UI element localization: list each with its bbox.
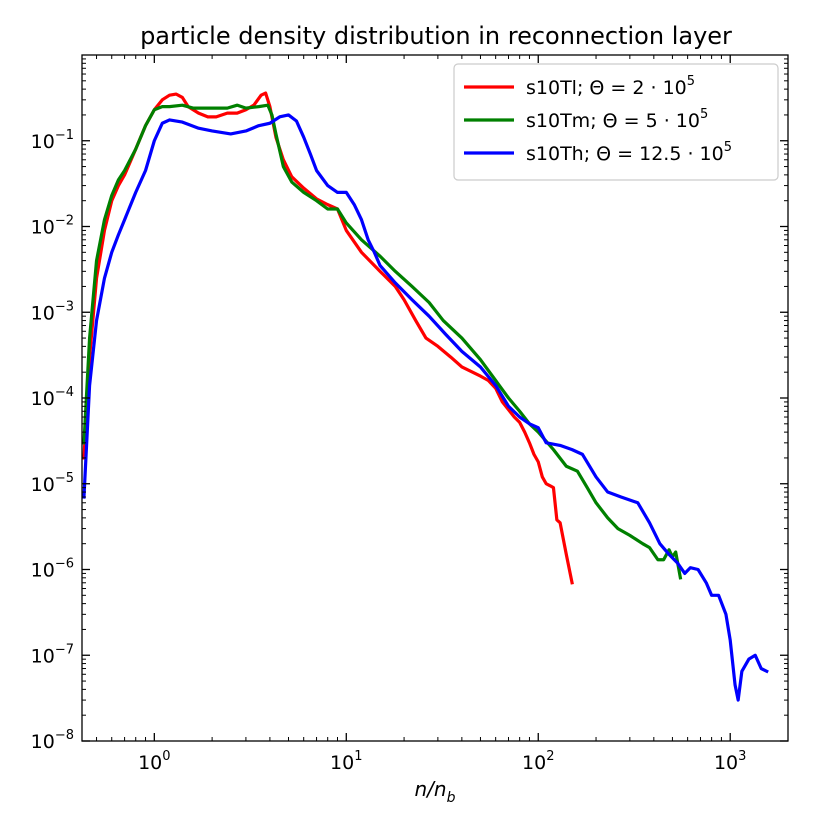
chart-title: particle density distribution in reconne… (140, 22, 732, 50)
series-lines (82, 91, 769, 702)
y-tick-label: 10−6 (31, 557, 74, 582)
legend-label-0: s10Tl; Θ = 2 · 105 (526, 74, 695, 99)
y-tick-label: 10−5 (31, 471, 74, 496)
series-line-0 (82, 91, 574, 585)
series-line-1 (82, 103, 683, 580)
legend-label-1: s10Tm; Θ = 5 · 105 (526, 107, 708, 132)
y-tick-label: 10−4 (31, 385, 74, 410)
y-tick-label: 10−1 (31, 128, 74, 153)
x-tick-label: 102 (522, 749, 554, 774)
x-tick-label: 103 (714, 749, 746, 774)
y-tick-label: 10−3 (31, 299, 74, 324)
x-tick-label: 100 (138, 749, 170, 774)
legend-label-2: s10Th; Θ = 12.5 · 105 (526, 140, 732, 165)
axes: 100 101 102 103 10−8 10−7 10−6 10−5 10−4 10−3 10−2… (31, 54, 789, 806)
y-tick-label: 10−2 (31, 214, 74, 239)
plot-area (82, 91, 769, 702)
y-tick-label: 10−8 (31, 728, 74, 753)
legend: s10Tl; Θ = 2 · 105 s10Tm; Θ = 5 · 105 s10T… (453, 63, 779, 181)
legend-box (453, 63, 779, 181)
y-tick-label: 10−7 (31, 642, 74, 667)
series-line-2 (82, 113, 769, 702)
x-tick-label: 101 (330, 749, 362, 774)
x-axis-label: n/nb (415, 777, 456, 806)
minor-ticks (82, 55, 789, 741)
